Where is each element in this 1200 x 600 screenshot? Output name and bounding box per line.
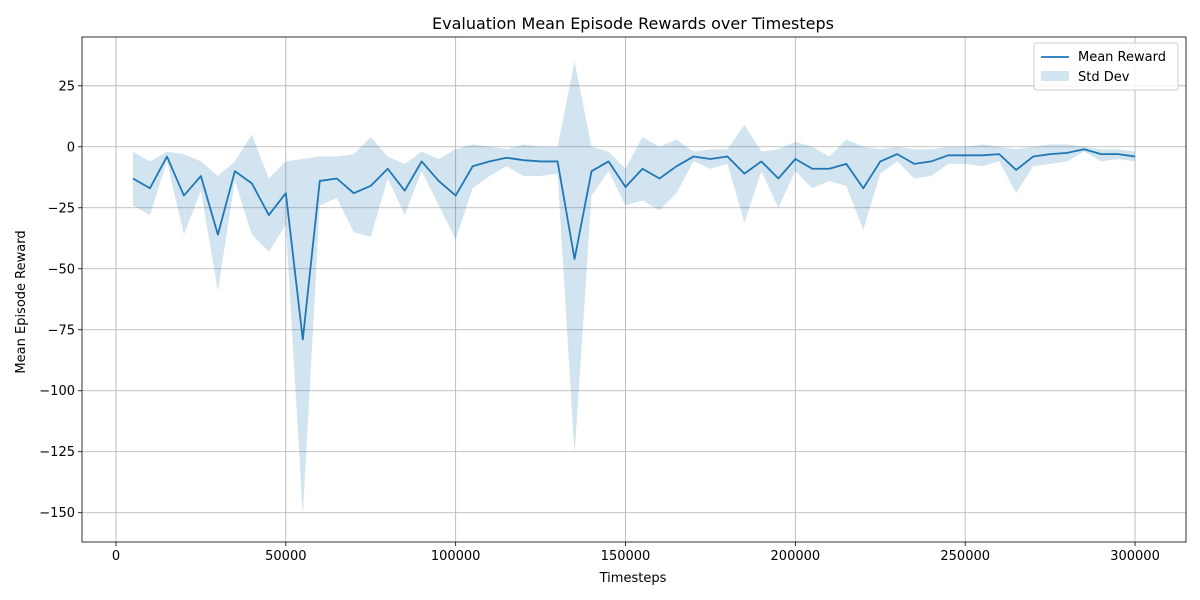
y-axis-ticks: 25 0 −25 −50 −75 −100 −125 −150 — [39, 79, 82, 521]
x-tick-label: 50000 — [265, 549, 306, 564]
legend-std-dev-label: Std Dev — [1078, 70, 1130, 85]
std-dev-band-layer — [132, 61, 1136, 516]
y-tick-label: 0 — [67, 140, 75, 155]
mean-reward-line — [132, 148, 1136, 341]
y-tick-label: −50 — [48, 262, 75, 277]
x-axis-ticks: 0 50000 100000 150000 200000 250000 300000 — [112, 542, 1160, 564]
y-axis-label: Mean Episode Reward — [14, 230, 29, 373]
x-tick-label: 0 — [112, 549, 120, 564]
x-tick-label: 100000 — [431, 549, 481, 564]
y-tick-label: −25 — [48, 201, 75, 216]
x-tick-label: 250000 — [940, 549, 990, 564]
legend-mean-reward-label: Mean Reward — [1078, 50, 1166, 65]
legend-std-dev-swatch — [1041, 71, 1069, 81]
x-tick-label: 200000 — [771, 549, 821, 564]
chart-title: Evaluation Mean Episode Rewards over Tim… — [432, 14, 834, 33]
y-tick-label: −100 — [39, 384, 75, 399]
x-axis-label: Timesteps — [599, 571, 667, 586]
y-tick-label: −125 — [39, 445, 75, 460]
legend-box — [1033, 42, 1179, 91]
y-tick-label: −75 — [48, 323, 75, 338]
y-tick-label: −150 — [39, 506, 75, 521]
std-dev-band — [132, 61, 1136, 516]
grid — [82, 37, 1186, 542]
y-tick-label: 25 — [58, 79, 75, 94]
plot-frame — [81, 36, 1187, 543]
x-tick-label: 150000 — [601, 549, 651, 564]
mean-reward-line-layer — [132, 148, 1136, 341]
legend: Mean Reward Std Dev — [1033, 42, 1179, 91]
x-tick-label: 300000 — [1110, 549, 1160, 564]
